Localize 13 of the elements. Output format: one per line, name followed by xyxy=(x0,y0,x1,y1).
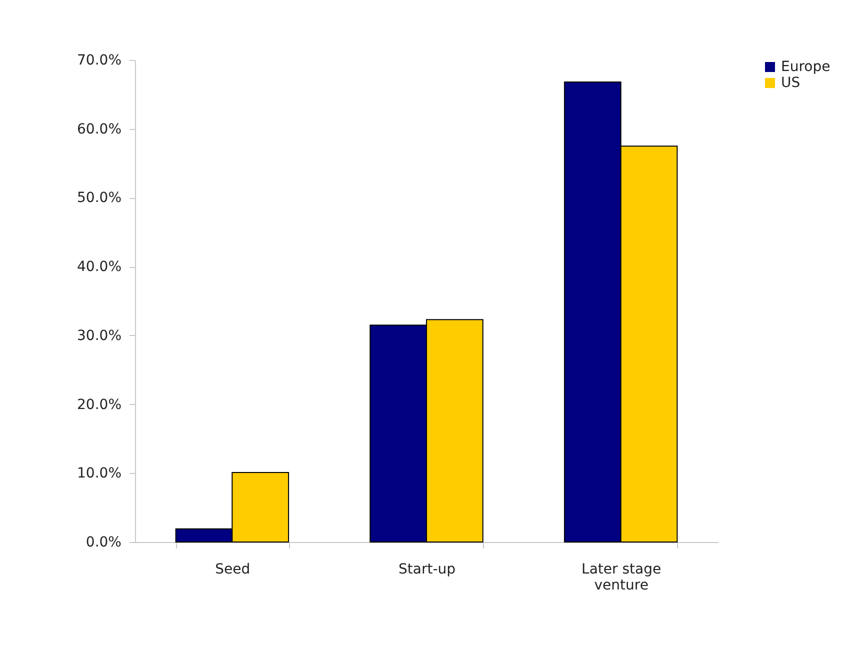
legend-label: US xyxy=(781,75,800,91)
y-tick-label: 30.0% xyxy=(77,328,122,344)
y-tick-label: 40.0% xyxy=(77,259,122,276)
y-tick-label: 50.0% xyxy=(77,190,122,206)
x-tick-label: Later stage venture xyxy=(582,562,662,594)
y-tick-label: 0.0% xyxy=(86,534,122,550)
x-tick-label: Start-up xyxy=(398,562,456,578)
y-tick-label: 70.0% xyxy=(77,52,122,68)
x-tick-label: Seed xyxy=(215,562,250,578)
y-tick-label: 60.0% xyxy=(77,121,122,138)
y-tick-label: 10.0% xyxy=(77,466,122,482)
legend-label: Europe xyxy=(781,59,830,75)
y-tick-label: 20.0% xyxy=(77,396,122,413)
